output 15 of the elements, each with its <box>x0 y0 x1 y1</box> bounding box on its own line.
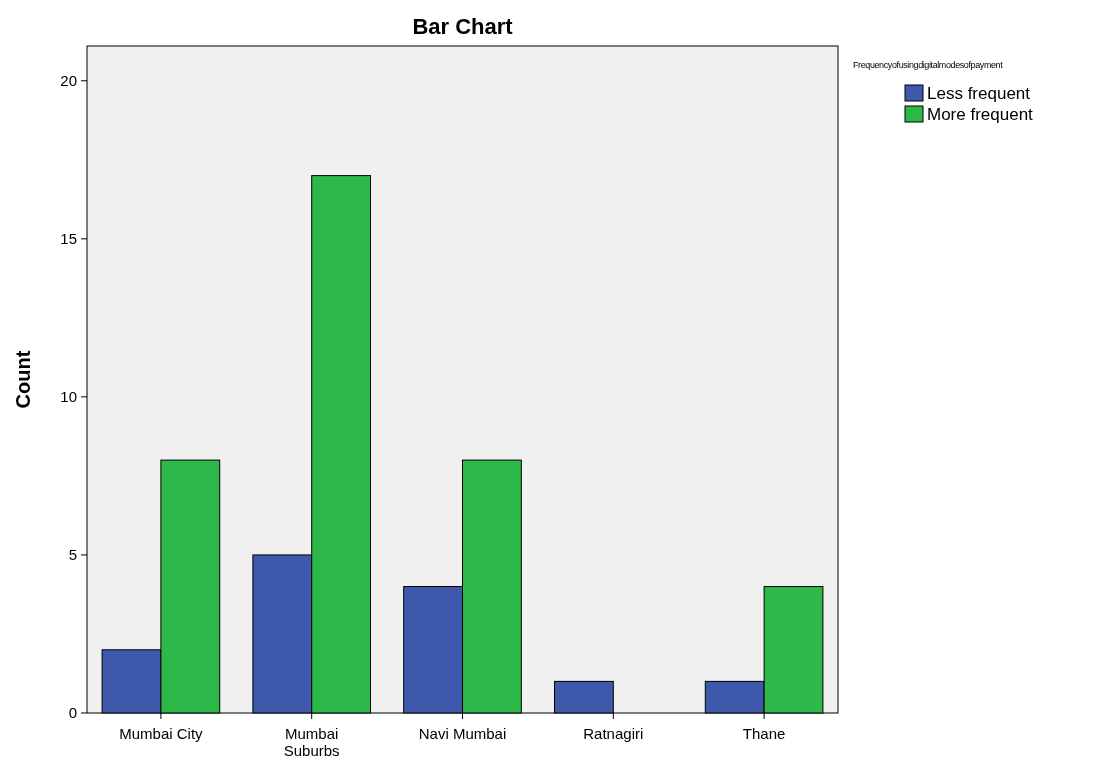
x-tick-label: Ratnagiri <box>583 725 644 742</box>
y-tick-label: 10 <box>60 388 77 406</box>
y-tick-label: 0 <box>68 704 77 722</box>
y-tick-label: 20 <box>60 72 77 90</box>
legend-title: Frequencyofusingdigitalmodesofpayment <box>853 60 1004 70</box>
x-tick-label: Navi Mumbai <box>418 725 507 742</box>
x-tick-label: Mumbai Suburbs <box>283 725 340 759</box>
x-tick-label: Mumbai City <box>119 725 204 742</box>
chart-title: Bar Chart <box>412 14 514 39</box>
legend-label: More frequent <box>927 104 1034 124</box>
y-axis-title: Count <box>12 350 34 409</box>
y-tick-label: 15 <box>60 230 77 248</box>
y-tick-label: 5 <box>68 546 77 564</box>
x-tick-label: Thane <box>742 725 786 742</box>
legend-label: Less frequent <box>927 83 1031 103</box>
